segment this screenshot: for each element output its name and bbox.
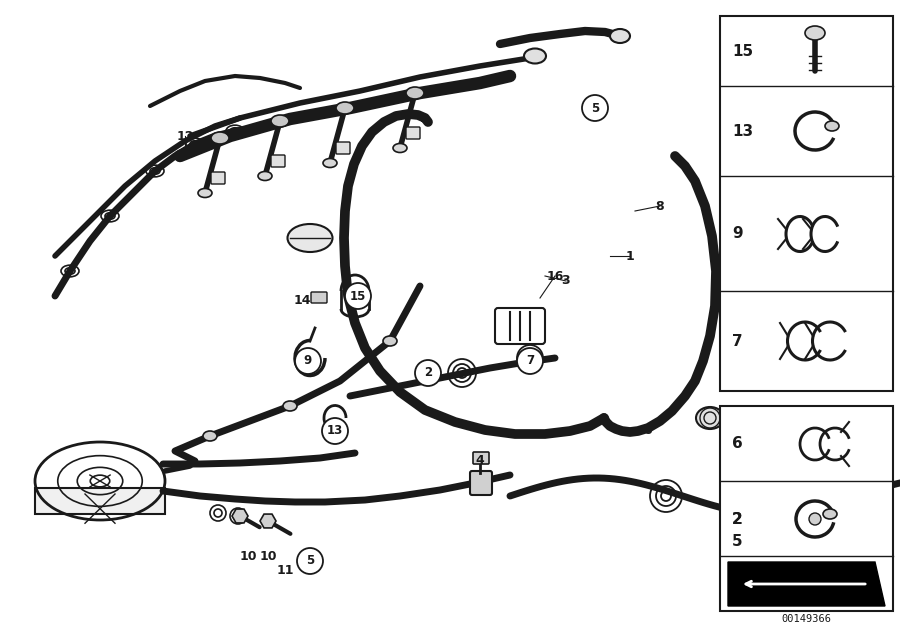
Ellipse shape <box>383 336 397 346</box>
Circle shape <box>345 283 371 309</box>
Text: 7: 7 <box>732 333 742 349</box>
FancyBboxPatch shape <box>311 292 327 303</box>
Circle shape <box>322 418 348 444</box>
Ellipse shape <box>198 188 212 198</box>
Ellipse shape <box>696 407 724 429</box>
Text: 11: 11 <box>276 565 293 577</box>
Circle shape <box>517 348 543 374</box>
Text: 16: 16 <box>546 270 563 282</box>
FancyBboxPatch shape <box>211 172 225 184</box>
Text: 6: 6 <box>644 424 652 438</box>
Circle shape <box>295 348 321 374</box>
Text: 8: 8 <box>656 200 664 212</box>
Text: 2: 2 <box>424 366 432 380</box>
Text: 5: 5 <box>591 102 599 114</box>
Circle shape <box>415 360 441 386</box>
FancyBboxPatch shape <box>470 471 492 495</box>
Text: 13: 13 <box>327 424 343 438</box>
FancyBboxPatch shape <box>495 308 545 344</box>
Text: 12: 12 <box>176 130 194 142</box>
FancyBboxPatch shape <box>336 142 350 154</box>
Ellipse shape <box>287 224 332 252</box>
Ellipse shape <box>258 172 272 181</box>
Text: 9: 9 <box>304 354 312 368</box>
FancyBboxPatch shape <box>720 16 893 391</box>
Circle shape <box>809 513 821 525</box>
Ellipse shape <box>823 509 837 519</box>
Ellipse shape <box>393 144 407 153</box>
Text: 5: 5 <box>306 555 314 567</box>
Text: 9: 9 <box>732 226 742 242</box>
Text: 00149366: 00149366 <box>781 614 831 624</box>
FancyBboxPatch shape <box>271 155 285 167</box>
FancyBboxPatch shape <box>720 406 893 611</box>
Text: 7: 7 <box>526 354 534 368</box>
Ellipse shape <box>524 48 546 64</box>
Ellipse shape <box>323 158 337 167</box>
Text: 15: 15 <box>350 289 366 303</box>
Ellipse shape <box>805 26 825 40</box>
Text: 3: 3 <box>562 275 571 287</box>
Text: 2: 2 <box>732 511 742 527</box>
Ellipse shape <box>271 115 289 127</box>
Polygon shape <box>35 488 165 513</box>
Text: 5: 5 <box>732 534 742 548</box>
FancyBboxPatch shape <box>473 452 489 464</box>
Text: 10: 10 <box>259 550 277 562</box>
Text: 6: 6 <box>732 436 742 452</box>
Ellipse shape <box>336 102 354 114</box>
Ellipse shape <box>610 29 630 43</box>
Text: 13: 13 <box>732 123 753 139</box>
Text: 15: 15 <box>732 43 753 59</box>
Text: 2: 2 <box>732 511 742 527</box>
Text: 1: 1 <box>626 249 634 263</box>
Ellipse shape <box>203 431 217 441</box>
Ellipse shape <box>825 121 839 131</box>
FancyBboxPatch shape <box>406 127 420 139</box>
Ellipse shape <box>211 132 229 144</box>
Ellipse shape <box>283 401 297 411</box>
Text: 4: 4 <box>475 455 484 467</box>
Polygon shape <box>728 562 885 606</box>
Text: 14: 14 <box>293 294 310 307</box>
Text: 10: 10 <box>239 550 256 562</box>
Circle shape <box>582 95 608 121</box>
Ellipse shape <box>406 87 424 99</box>
Circle shape <box>297 548 323 574</box>
